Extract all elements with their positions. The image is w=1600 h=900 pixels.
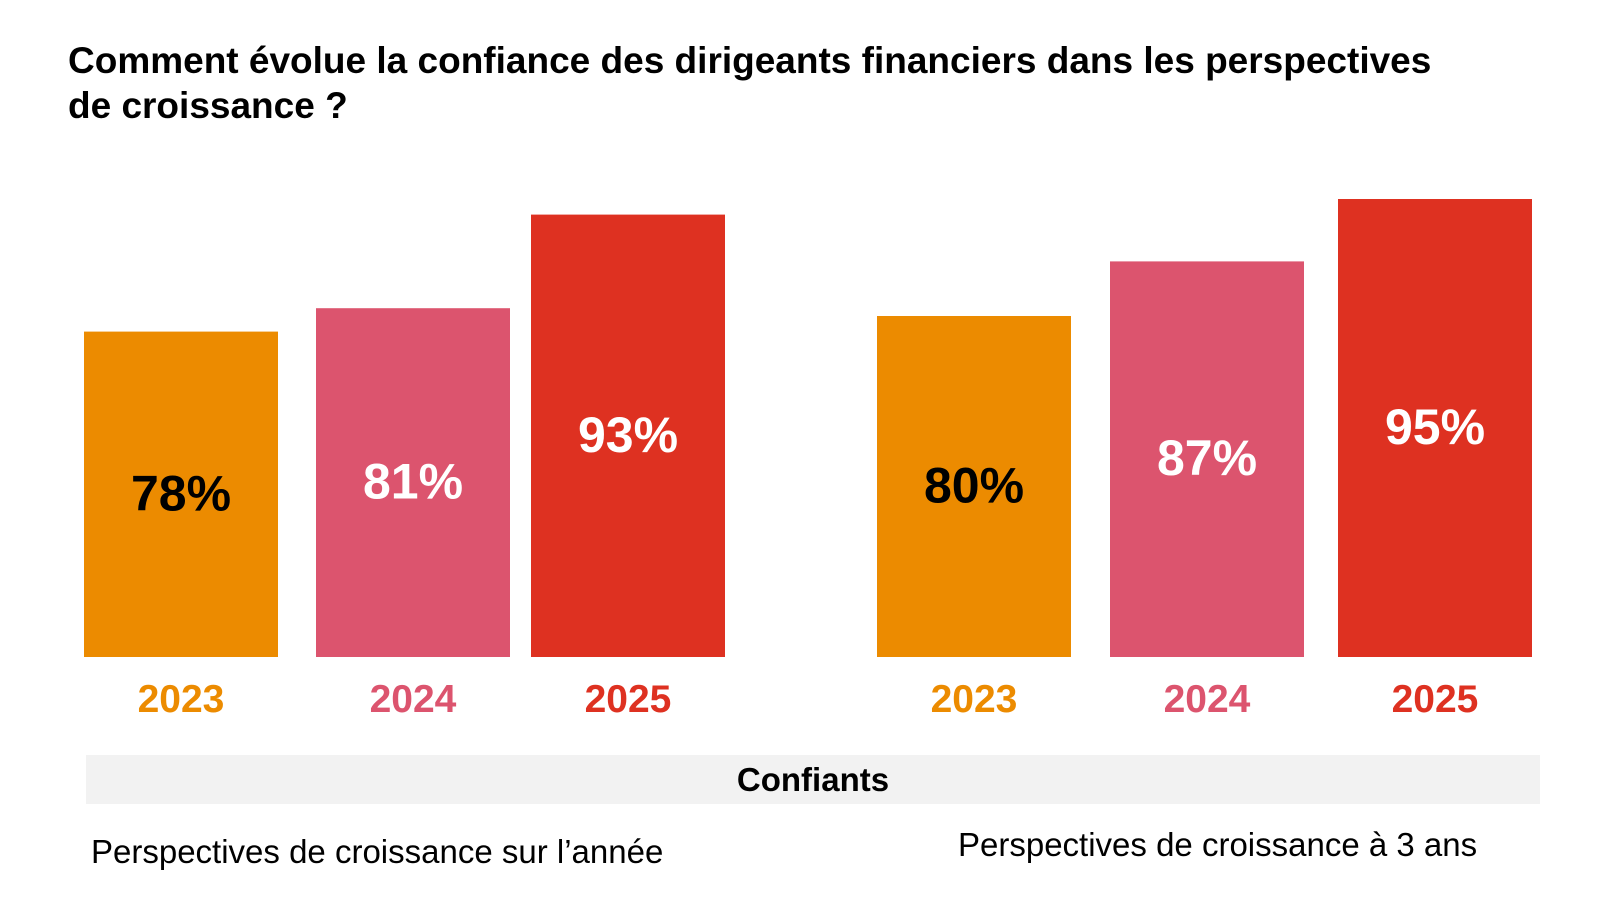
bar-g2-2023 (877, 316, 1071, 657)
bar-g1-2025 (531, 214, 725, 657)
year-label-g1-2024: 2024 (370, 678, 457, 721)
band-label: Confiants (736, 760, 890, 798)
year-label-g1-2023: 2023 (138, 678, 225, 721)
value-label-g1-2024: 81% (363, 454, 463, 510)
group-caption-1yr: Perspectives de croissance sur l’année (91, 833, 664, 870)
chart-title: Comment évolue la confiance des dirigean… (68, 40, 1432, 126)
value-label-g1-2023: 78% (131, 465, 231, 521)
bar-g2-2025 (1338, 199, 1532, 657)
value-label-g2-2025: 95% (1385, 399, 1485, 455)
bar-g1-2023 (84, 331, 278, 657)
category-band: Confiants (86, 755, 1540, 804)
group-caption-3yr: Perspectives de croissance à 3 ans (958, 826, 1478, 863)
year-label-g2-2024: 2024 (1164, 678, 1251, 721)
bar-g2-2024 (1110, 261, 1304, 657)
year-label-g2-2025: 2025 (1392, 678, 1479, 721)
bar-g1-2024 (316, 308, 510, 657)
value-label-g2-2024: 87% (1157, 430, 1257, 486)
value-label-g1-2025: 93% (578, 407, 678, 463)
value-label-g2-2023: 80% (924, 458, 1024, 514)
year-label-g2-2023: 2023 (931, 678, 1018, 721)
year-label-g1-2025: 2025 (585, 678, 672, 721)
